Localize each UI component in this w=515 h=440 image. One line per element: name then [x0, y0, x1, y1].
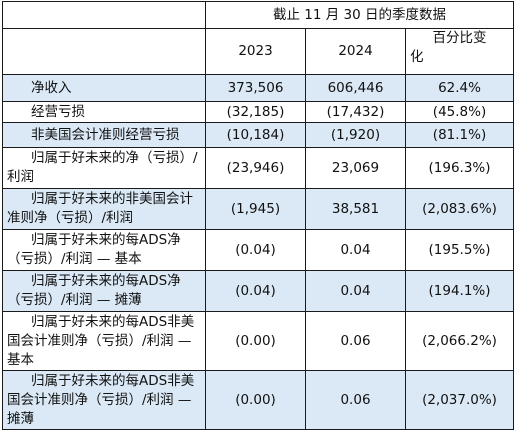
table-row: 归属于好未来的每ADS净（亏损）/利润 — 基本 (0.04) 0.04 (19…: [2, 229, 515, 271]
row-label: 非美国会计准则经营亏损: [2, 122, 206, 148]
header-empty-cell: [2, 1, 206, 29]
value-percent-change: (196.3%): [404, 147, 515, 189]
value-2024: (17,432): [305, 101, 406, 123]
row-label: 归属于好未来的净（亏损）/利润: [2, 147, 206, 189]
value-2024: 606,446: [305, 74, 406, 102]
value-2023: (10,184): [205, 122, 306, 148]
value-2023: (0.00): [205, 370, 306, 430]
table-row: 经营亏损 (32,185) (17,432) (45.8%): [2, 101, 515, 123]
value-2023: (0.04): [205, 229, 306, 271]
column-header-2023: 2023: [205, 28, 306, 75]
table-row: 归属于好未来的每ADS非美国会计准则净（亏损）/利润 — 基本 (0.00) 0…: [2, 311, 515, 371]
row-label: 归属于好未来的每ADS净（亏损）/利润 — 摊薄: [2, 270, 206, 312]
value-2023: (32,185): [205, 101, 306, 123]
value-2023: 373,506: [205, 74, 306, 102]
column-header-percent-change: 百分比变 化: [404, 28, 515, 75]
table-row: 归属于好未来的非美国会计准则净（亏损）/利润 (1,945) 38,581 (2…: [2, 188, 515, 230]
row-label: 归属于好未来的非美国会计准则净（亏损）/利润: [2, 188, 206, 230]
row-label: 归属于好未来的每ADS非美国会计准则净（亏损）/利润 — 摊薄: [2, 370, 206, 430]
column-header-percent-line2: 化: [410, 49, 424, 65]
value-percent-change: (2,066.2%): [404, 311, 515, 371]
value-2024: (1,920): [305, 122, 406, 148]
value-percent-change: (194.1%): [404, 270, 515, 312]
column-header-percent-line1: 百分比变: [432, 30, 487, 46]
value-2024: 23,069: [305, 147, 406, 189]
value-2024: 0.06: [305, 370, 406, 430]
value-2023: (0.00): [205, 311, 306, 371]
value-2024: 0.06: [305, 311, 406, 371]
table-row: 归属于好未来的净（亏损）/利润 (23,946) 23,069 (196.3%): [2, 147, 515, 189]
value-2023: (23,946): [205, 147, 306, 189]
value-2023: (0.04): [205, 270, 306, 312]
header-row-years: 2023 2024 百分比变 化: [2, 28, 515, 75]
table-row: 归属于好未来的每ADS净（亏损）/利润 — 摊薄 (0.04) 0.04 (19…: [2, 270, 515, 312]
column-header-2024: 2024: [305, 28, 406, 75]
value-percent-change: (2,083.6%): [404, 188, 515, 230]
value-percent-change: (2,037.0%): [404, 370, 515, 430]
value-2024: 0.04: [305, 229, 406, 271]
header-row-period: 截止 11 月 30 日的季度数据: [2, 1, 515, 29]
value-percent-change: (195.5%): [404, 229, 515, 271]
value-percent-change: 62.4%: [404, 74, 515, 102]
value-percent-change: (81.1%): [404, 122, 515, 148]
row-label: 经营亏损: [2, 101, 206, 123]
value-2024: 38,581: [305, 188, 406, 230]
table-row: 归属于好未来的每ADS非美国会计准则净（亏损）/利润 — 摊薄 (0.00) 0…: [2, 370, 515, 430]
period-header: 截止 11 月 30 日的季度数据: [204, 1, 515, 29]
row-label: 归属于好未来的每ADS非美国会计准则净（亏损）/利润 — 基本: [2, 311, 206, 371]
financial-summary-table: 截止 11 月 30 日的季度数据 2023 2024 百分比变 化 净收入 3…: [2, 1, 515, 430]
header-empty-cell: [2, 28, 206, 75]
value-2024: 0.04: [305, 270, 406, 312]
value-2023: (1,945): [205, 188, 306, 230]
table-row: 非美国会计准则经营亏损 (10,184) (1,920) (81.1%): [2, 122, 515, 148]
value-percent-change: (45.8%): [404, 101, 515, 123]
row-label: 净收入: [2, 74, 206, 102]
row-label: 归属于好未来的每ADS净（亏损）/利润 — 基本: [2, 229, 206, 271]
table-row: 净收入 373,506 606,446 62.4%: [2, 74, 515, 102]
